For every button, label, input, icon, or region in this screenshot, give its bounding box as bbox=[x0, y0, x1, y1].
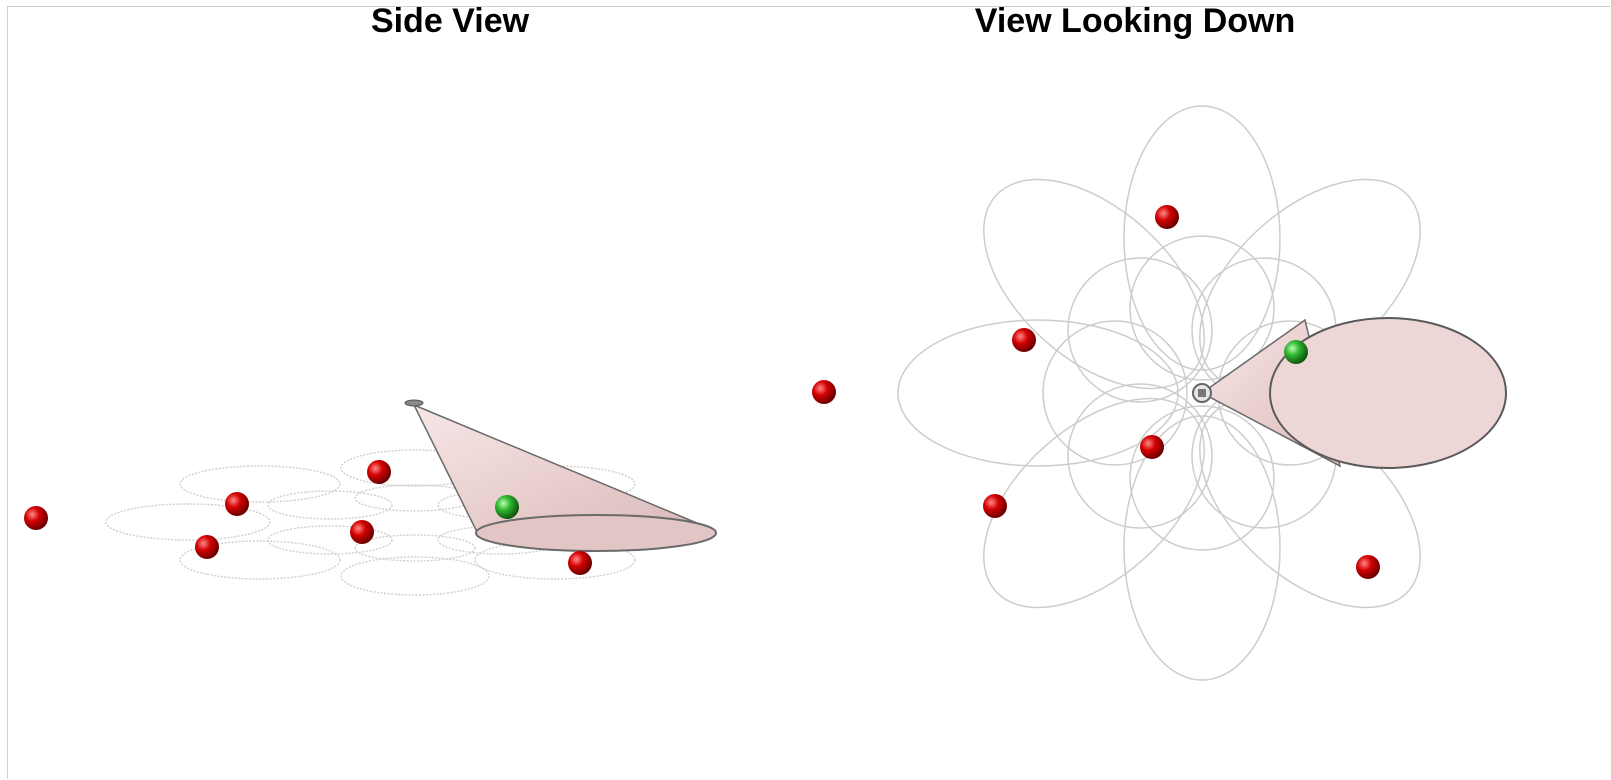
red-sphere bbox=[568, 551, 592, 575]
orbit-ring bbox=[1123, 415, 1281, 681]
orbit-ring bbox=[983, 397, 1205, 609]
red-sphere bbox=[812, 380, 836, 404]
orbit-ring bbox=[267, 525, 393, 555]
green-sphere bbox=[1284, 340, 1308, 364]
orbit-ring bbox=[983, 178, 1205, 390]
top-view-title: View Looking Down bbox=[974, 2, 1296, 40]
orbit-ring bbox=[1129, 235, 1275, 381]
red-sphere bbox=[1012, 328, 1036, 352]
cone-base bbox=[475, 514, 717, 552]
top-view-panel bbox=[897, 105, 1507, 681]
red-sphere bbox=[225, 492, 249, 516]
apex-marker bbox=[404, 399, 424, 407]
red-sphere bbox=[350, 520, 374, 544]
orbit-ring bbox=[179, 540, 341, 580]
red-sphere bbox=[1140, 435, 1164, 459]
orbit-ring bbox=[1042, 320, 1188, 466]
red-sphere bbox=[367, 460, 391, 484]
orbit-ring bbox=[1067, 257, 1213, 403]
figure-frame bbox=[7, 6, 1610, 779]
top-view-orbit-rings bbox=[897, 105, 1421, 681]
orbit-ring bbox=[1123, 105, 1281, 371]
red-sphere bbox=[1356, 555, 1380, 579]
side-view-panel bbox=[24, 380, 836, 596]
side-view-title: Side View bbox=[370, 2, 530, 40]
orbit-ring bbox=[1067, 383, 1213, 529]
orbit-ring bbox=[340, 556, 490, 596]
orbit-ring bbox=[179, 465, 341, 503]
apex-square bbox=[1198, 389, 1206, 397]
orbit-ring bbox=[897, 319, 1179, 467]
red-sphere bbox=[24, 506, 48, 530]
red-sphere bbox=[195, 535, 219, 559]
side-view-markers bbox=[24, 380, 836, 575]
top-view-markers bbox=[983, 205, 1380, 579]
red-sphere bbox=[983, 494, 1007, 518]
orbit-ring bbox=[1129, 405, 1275, 551]
orbit-ring bbox=[354, 534, 476, 562]
orbit-ring bbox=[105, 503, 271, 541]
orbit-ring bbox=[267, 490, 393, 520]
red-sphere bbox=[1155, 205, 1179, 229]
cone-base bbox=[1269, 317, 1507, 469]
side-view-cone bbox=[404, 399, 717, 552]
green-sphere bbox=[495, 495, 519, 519]
